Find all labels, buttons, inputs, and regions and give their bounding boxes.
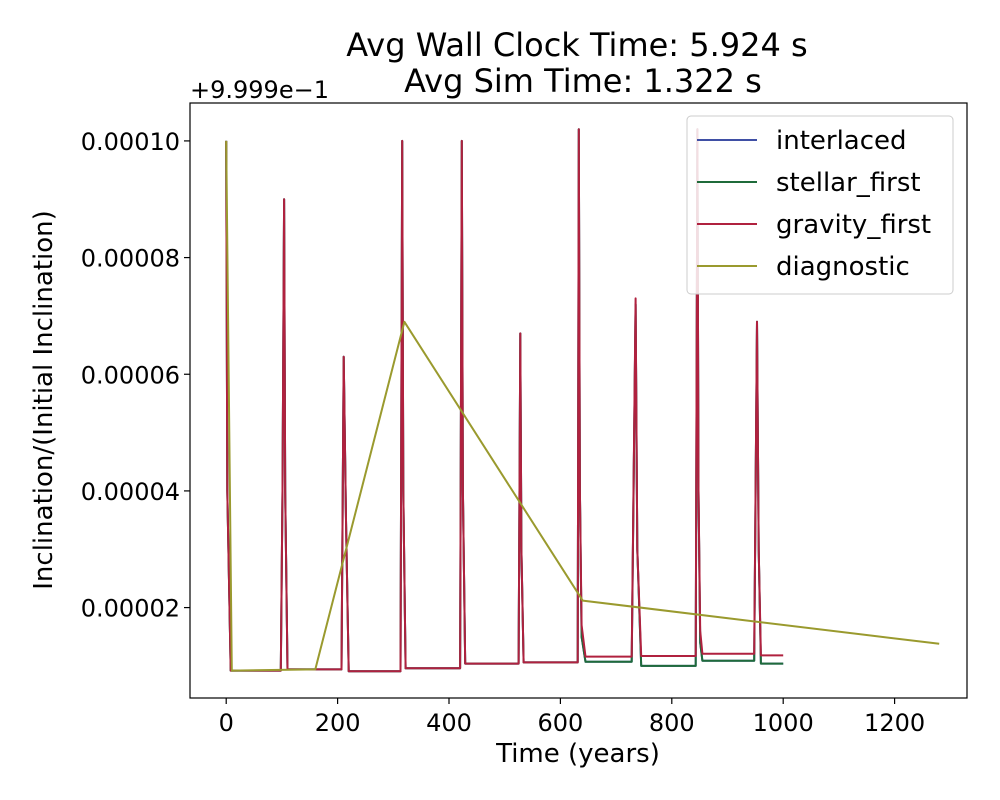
x-tick-label: 0 xyxy=(219,709,234,737)
x-tick-label: 1200 xyxy=(864,709,925,737)
y-tick-label: 0.00002 xyxy=(81,595,180,623)
y-tick-label: 0.00008 xyxy=(81,245,180,273)
x-tick-label: 600 xyxy=(537,709,583,737)
legend-box xyxy=(686,115,954,295)
x-tick-label: 1000 xyxy=(753,709,814,737)
legend-label-interlaced: interlaced xyxy=(776,126,907,156)
y-tick-label: 0.00006 xyxy=(81,361,180,389)
y-tick-label: 0.00010 xyxy=(81,128,180,156)
legend-label-stellar-first: stellar_first xyxy=(776,168,921,198)
chart-title-line-2: Avg Sim Time: 1.322 s xyxy=(404,62,762,100)
x-tick-label: 800 xyxy=(649,709,695,737)
chart-title-line-1: Avg Wall Clock Time: 5.924 s xyxy=(346,26,807,64)
plot-frame xyxy=(189,102,968,699)
y-offset-text: +9.999e−1 xyxy=(190,76,329,104)
x-tick-label: 200 xyxy=(315,709,361,737)
y-tick-label: 0.00004 xyxy=(81,478,180,506)
x-tick-label: 400 xyxy=(426,709,472,737)
legend: interlaced stellar_first gravity_firstdiag… xyxy=(686,115,954,295)
legend-label-diagnostic: diagnostic xyxy=(776,252,910,282)
y-axis-label: Inclination/(Initial Inclination) xyxy=(29,210,59,589)
legend-label-gravity-first: gravity_first xyxy=(776,210,931,240)
series-line-diagnostic xyxy=(225,140,940,672)
x-axis-label: Time (years) xyxy=(495,739,660,769)
